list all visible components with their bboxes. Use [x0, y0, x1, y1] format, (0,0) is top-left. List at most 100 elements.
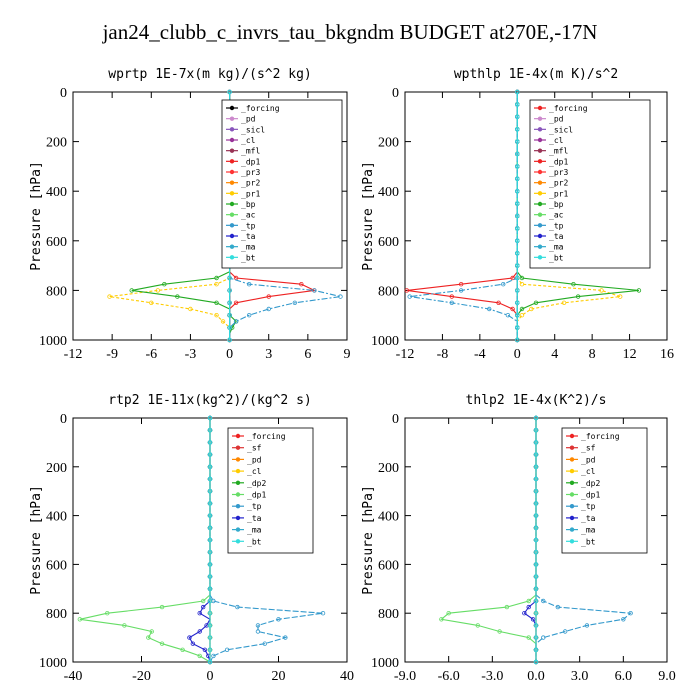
legend-box	[221, 99, 343, 269]
series-point	[320, 611, 326, 616]
series-point	[211, 653, 216, 659]
series-point	[404, 288, 410, 293]
series-point	[207, 513, 213, 518]
x-tick-label: -9	[106, 347, 118, 362]
x-tick-label: 4	[551, 347, 558, 362]
series-point	[159, 641, 165, 646]
series-point	[224, 647, 230, 652]
legend-marker	[235, 457, 241, 462]
plot-frame	[72, 91, 348, 341]
y-tick-label: 1000	[371, 656, 399, 671]
series-point	[510, 306, 515, 312]
legend-marker	[229, 127, 235, 132]
series-point	[149, 629, 154, 634]
legend-marker	[537, 255, 543, 260]
legend-label: _tp	[241, 221, 256, 230]
legend-label: _bp	[241, 200, 256, 209]
series-point	[207, 647, 213, 652]
series-point	[510, 275, 515, 281]
series-point	[515, 337, 520, 343]
series-point	[197, 629, 202, 634]
x-tick-label: 8	[589, 347, 596, 362]
panel-3: rtp2 1E-11x(kg^2)/(kg^2 s) Pressure [hPa]…	[29, 393, 354, 684]
series-point	[533, 598, 539, 604]
x-tick-label: -4	[474, 347, 486, 362]
series-point	[515, 126, 520, 132]
legend-label: _cl	[549, 136, 564, 145]
series-point	[458, 282, 464, 287]
series-point	[207, 489, 213, 494]
series-point	[515, 238, 520, 243]
legend-label: _bt	[549, 253, 564, 262]
series-point	[515, 139, 520, 144]
y-tick-label: 800	[46, 607, 67, 622]
series-line	[131, 92, 237, 340]
series-point	[526, 604, 531, 610]
series-point	[235, 604, 240, 610]
legend: _forcing _pd_sicl _cl _mfl_dp1 _pr3 _pr2_pr1 _…	[529, 99, 651, 269]
legend-label: _pr3	[549, 168, 568, 177]
series-point	[533, 537, 539, 543]
series-point	[533, 501, 539, 506]
series-point	[162, 282, 167, 287]
legend-marker	[235, 480, 241, 485]
series-point	[77, 617, 83, 622]
y-tick-label: 0	[392, 412, 399, 427]
y-tick-label: 400	[46, 185, 67, 200]
series-point	[255, 629, 261, 634]
y-tick-label: 1000	[39, 656, 67, 671]
x-tick-label: 16	[660, 347, 674, 362]
series-point	[599, 288, 604, 293]
legend-label: _pd	[549, 115, 564, 124]
series-point	[207, 501, 213, 506]
legend: _forcing _pd_sicl _cl _mfl_dp1 _pr3 _pr2_pr1 _…	[221, 99, 343, 269]
legend-marker	[235, 527, 241, 532]
series-point	[207, 562, 213, 567]
series-bt	[515, 89, 520, 343]
legend-label: _ta	[241, 232, 256, 241]
legend-label: _forcing	[241, 104, 280, 113]
legend-label: _dp1	[549, 157, 568, 166]
series-point	[515, 313, 520, 318]
series-point	[496, 300, 501, 305]
legend-marker	[229, 105, 235, 111]
series-point	[312, 288, 317, 293]
y-tick-label: 200	[378, 136, 399, 151]
series-point	[180, 647, 185, 652]
plot-frame	[404, 91, 668, 341]
series-point	[533, 440, 539, 445]
series-point	[207, 525, 213, 530]
series-point	[214, 275, 219, 281]
legend-label: _bp	[549, 200, 564, 209]
legend-marker	[229, 159, 235, 164]
legend-label: _ma	[581, 526, 596, 535]
y-tick-label: 800	[378, 284, 399, 299]
legend-marker	[229, 201, 235, 207]
series-point	[262, 641, 267, 646]
legend-marker	[569, 445, 575, 450]
legend-marker	[537, 201, 543, 207]
series-point	[533, 562, 539, 567]
series-point	[207, 611, 213, 616]
legend-marker	[537, 127, 543, 132]
x-tick-label: -8	[437, 347, 449, 362]
panel-1: wprtp 1E-7x(m kg)/(s^2 kg) Pressure [hPa]…	[29, 67, 351, 362]
y-tick-label: 800	[46, 284, 67, 299]
series-line	[440, 418, 537, 662]
series-point	[533, 452, 539, 457]
series-point	[190, 641, 196, 646]
x-tick-label: 0.0	[527, 669, 545, 684]
series-line	[409, 92, 518, 340]
series-point	[515, 263, 520, 268]
series-point	[533, 659, 539, 665]
series-point	[255, 623, 261, 628]
series-point	[501, 282, 506, 287]
x-tick-label: 0	[207, 669, 214, 684]
series-point	[207, 574, 213, 579]
y-tick-label: 200	[378, 461, 399, 476]
series-point	[541, 598, 546, 604]
series-point	[155, 288, 161, 293]
series-point	[519, 313, 525, 318]
series-point	[233, 319, 239, 324]
series-point	[338, 294, 343, 299]
